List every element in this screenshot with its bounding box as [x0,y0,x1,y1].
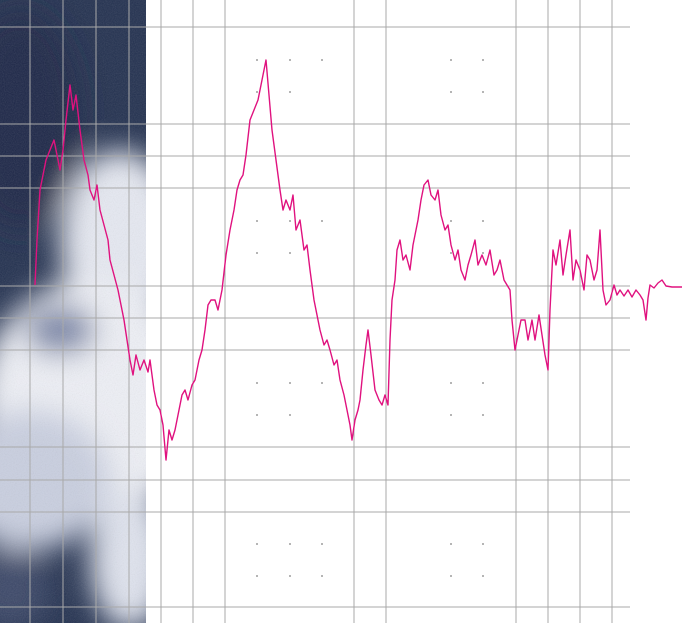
grid-dots [256,59,484,577]
grid [0,0,630,623]
waveform [34,59,682,461]
